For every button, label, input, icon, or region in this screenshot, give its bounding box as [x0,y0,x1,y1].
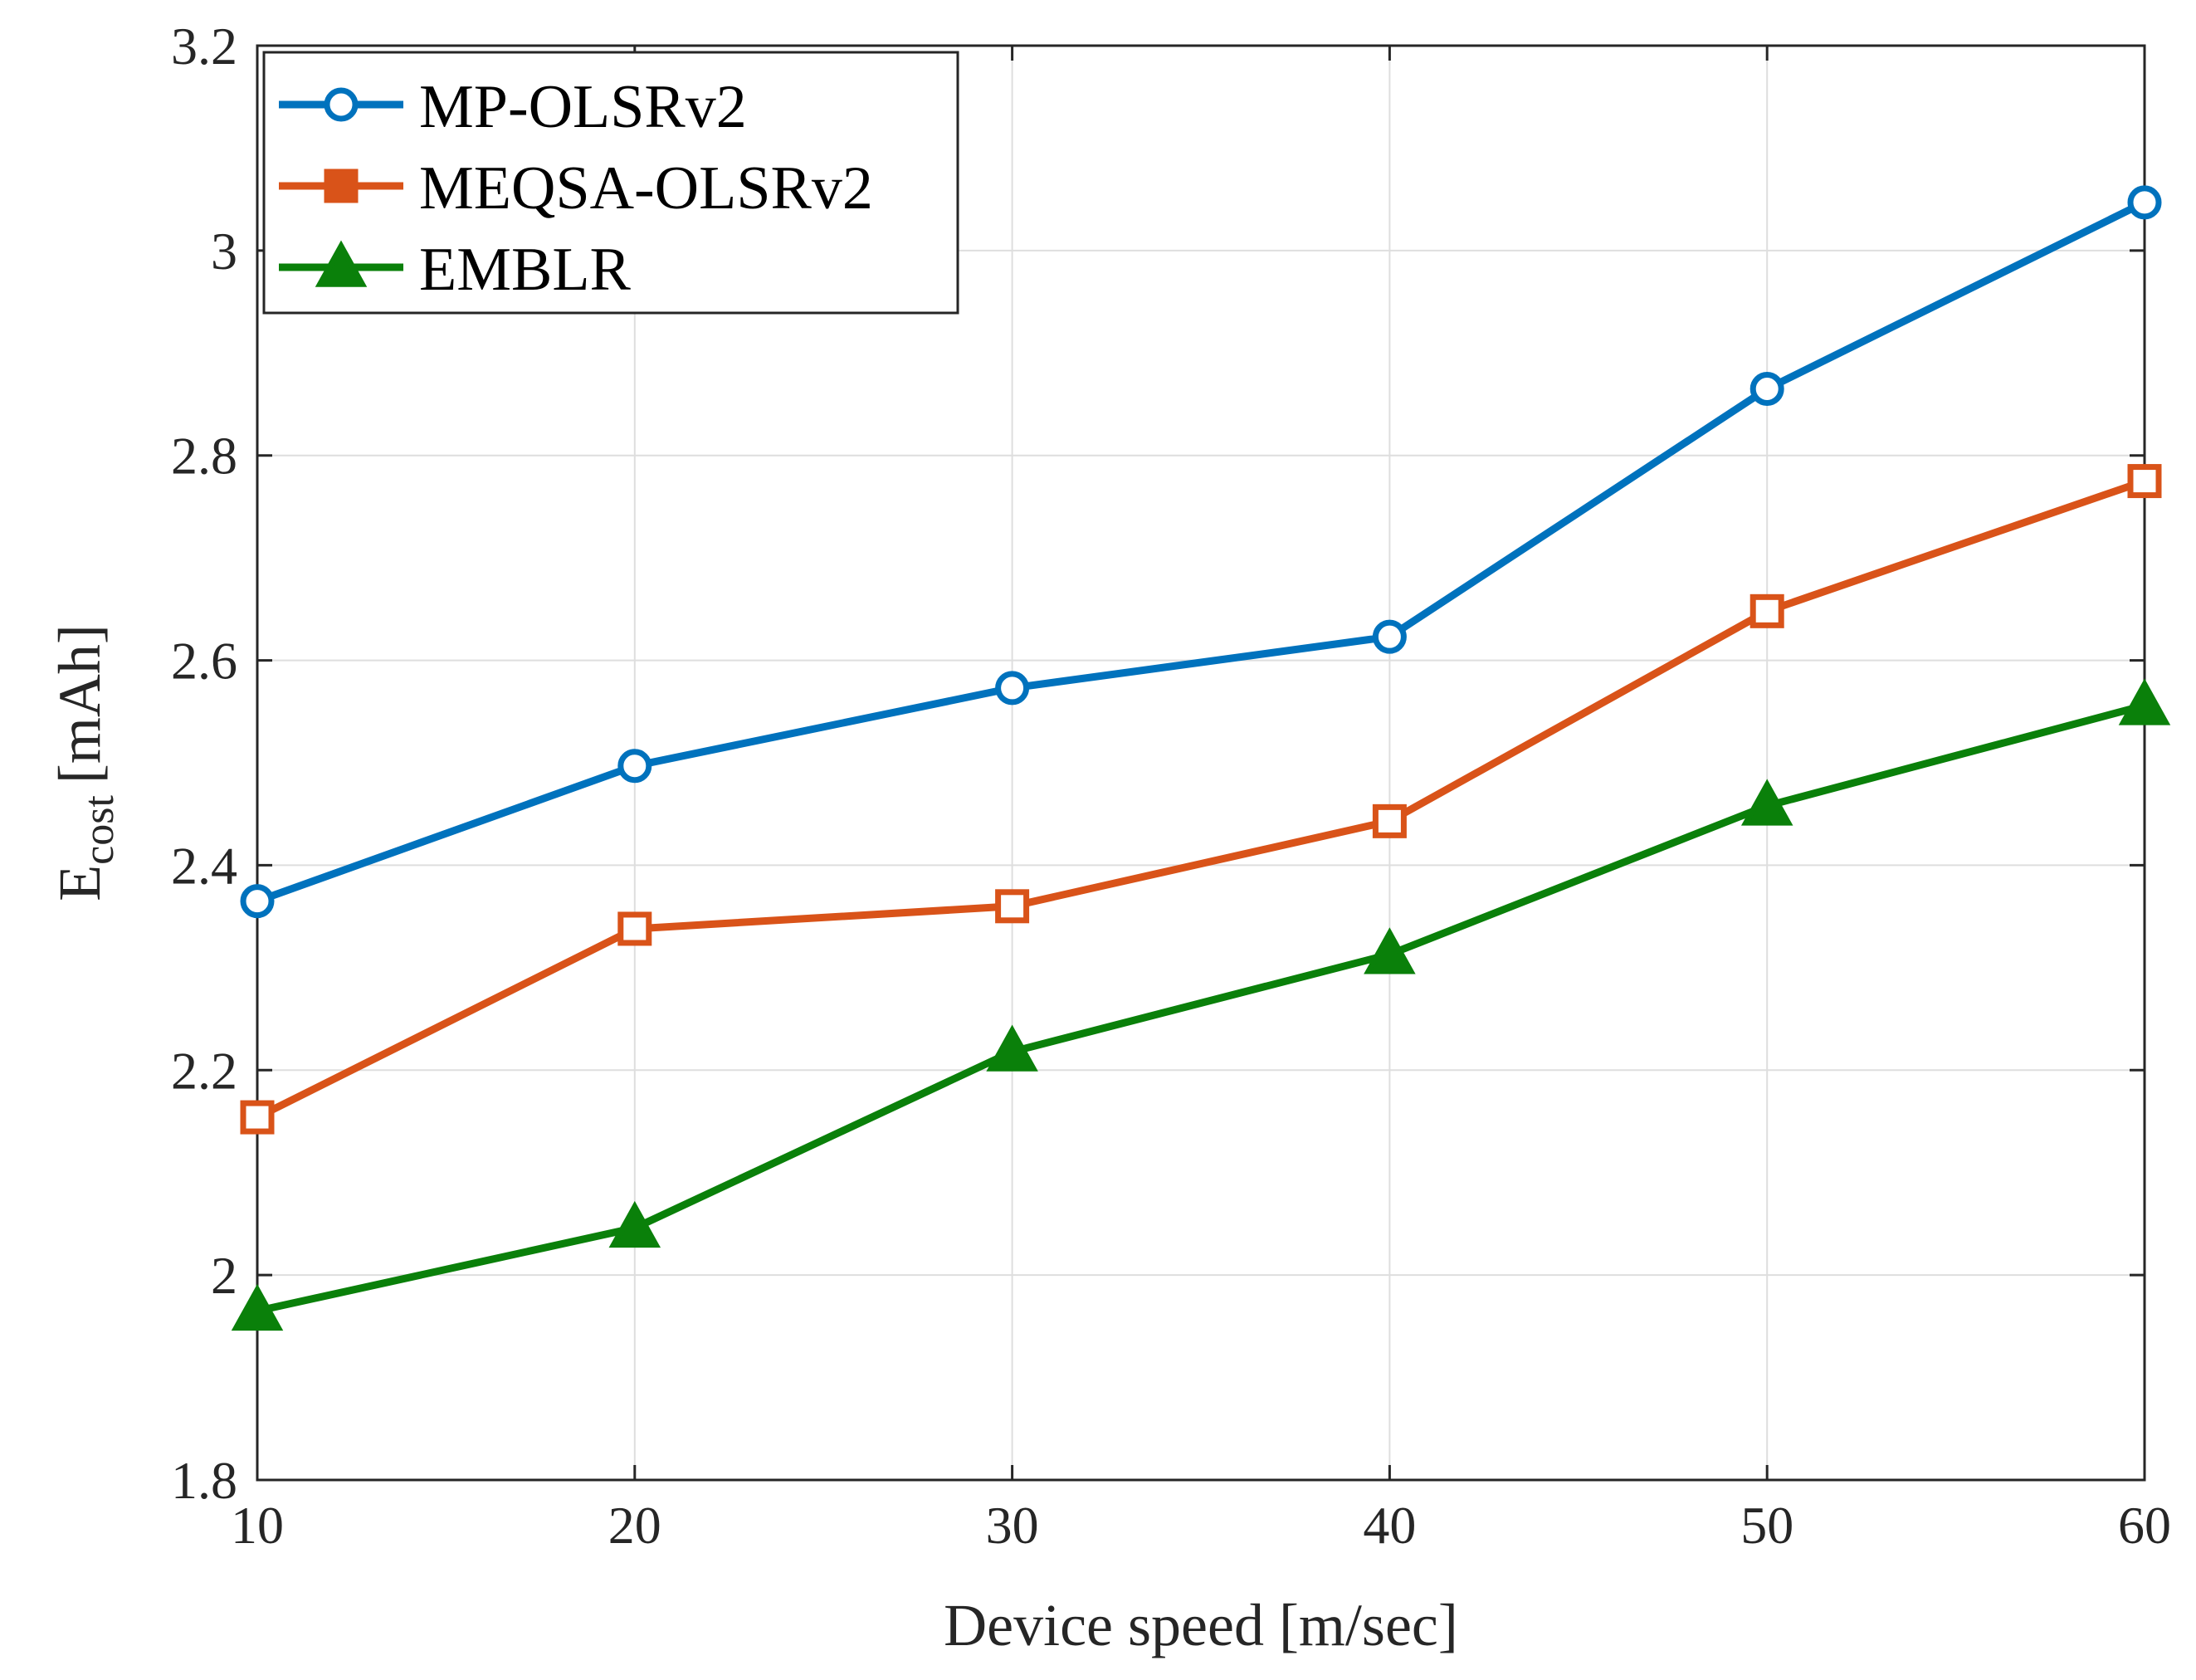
y-axis-title-subscript: cost [76,795,123,865]
data-point [1372,619,1407,654]
y-tick-label: 2.4 [171,836,237,895]
y-tick-label: 3.2 [171,17,237,76]
data-point [2127,464,2162,499]
y-axis-title-main: E [46,865,113,901]
y-tick-label: 2.6 [171,632,237,691]
y-axis-ticks: 1.8 2 2.2 2.4 2.6 2.8 3 3.2 [171,17,2145,1510]
y-axis-title: Ecost [mAh] [46,624,123,901]
data-point [231,1283,284,1331]
series-line [256,198,2146,905]
data-point [1749,371,1784,406]
data-point [1749,593,1784,628]
y-tick-label: 2 [211,1246,237,1305]
series-meqsa-olsrv2 [240,464,2162,1135]
y-tick-label: 2.8 [171,427,237,486]
data-point [1740,779,1793,826]
x-axis-title: Device speed [m/sec] [944,1592,1458,1658]
data-series [231,185,2171,1331]
x-tick-label: 10 [231,1496,284,1555]
legend-marker [315,240,368,287]
data-point [1372,803,1407,838]
data-point [240,884,275,919]
axes [256,44,2146,1482]
data-point [608,1200,661,1248]
data-point [995,671,1030,706]
y-axis-title-unit: [mAh] [46,624,113,784]
legend-marker [324,87,359,122]
legend-label: EMBLR [419,236,632,304]
data-point [240,1100,275,1135]
legend: MP-OLSRv2 MEQSA-OLSRv2 EMBLR [262,51,959,315]
x-tick-label: 60 [2118,1496,2171,1555]
legend-item-emblr: EMBLR [279,236,632,304]
data-point [617,911,652,946]
plot-frame [256,44,2146,1482]
series-mp-olsrv2 [240,185,2162,919]
legend-label: MP-OLSRv2 [419,73,747,141]
x-axis-ticks: 10 20 30 40 50 60 [231,46,2171,1555]
y-tick-label: 1.8 [171,1451,237,1510]
data-point [995,889,1030,924]
x-tick-label: 40 [1363,1496,1416,1555]
data-point [617,749,652,784]
data-point [986,1024,1038,1072]
y-tick-label: 2.2 [171,1041,237,1100]
series-line [255,477,2146,1121]
legend-entries: MP-OLSRv2 MEQSA-OLSRv2 EMBLR [279,73,873,304]
y-tick-label: 3 [211,222,237,281]
data-point [1364,927,1416,974]
x-tick-label: 50 [1740,1496,1793,1555]
legend-marker [324,168,359,203]
legend-item-meqsa-olsrv2: MEQSA-OLSRv2 [279,154,873,222]
data-point [2118,678,2171,725]
data-point [2127,185,2162,220]
series-line [256,701,2146,1315]
x-tick-label: 20 [608,1496,661,1555]
legend-item-mp-olsrv2: MP-OLSRv2 [279,73,747,141]
legend-label: MEQSA-OLSRv2 [419,154,873,222]
series-emblr [231,678,2171,1331]
x-tick-label: 30 [986,1496,1039,1555]
